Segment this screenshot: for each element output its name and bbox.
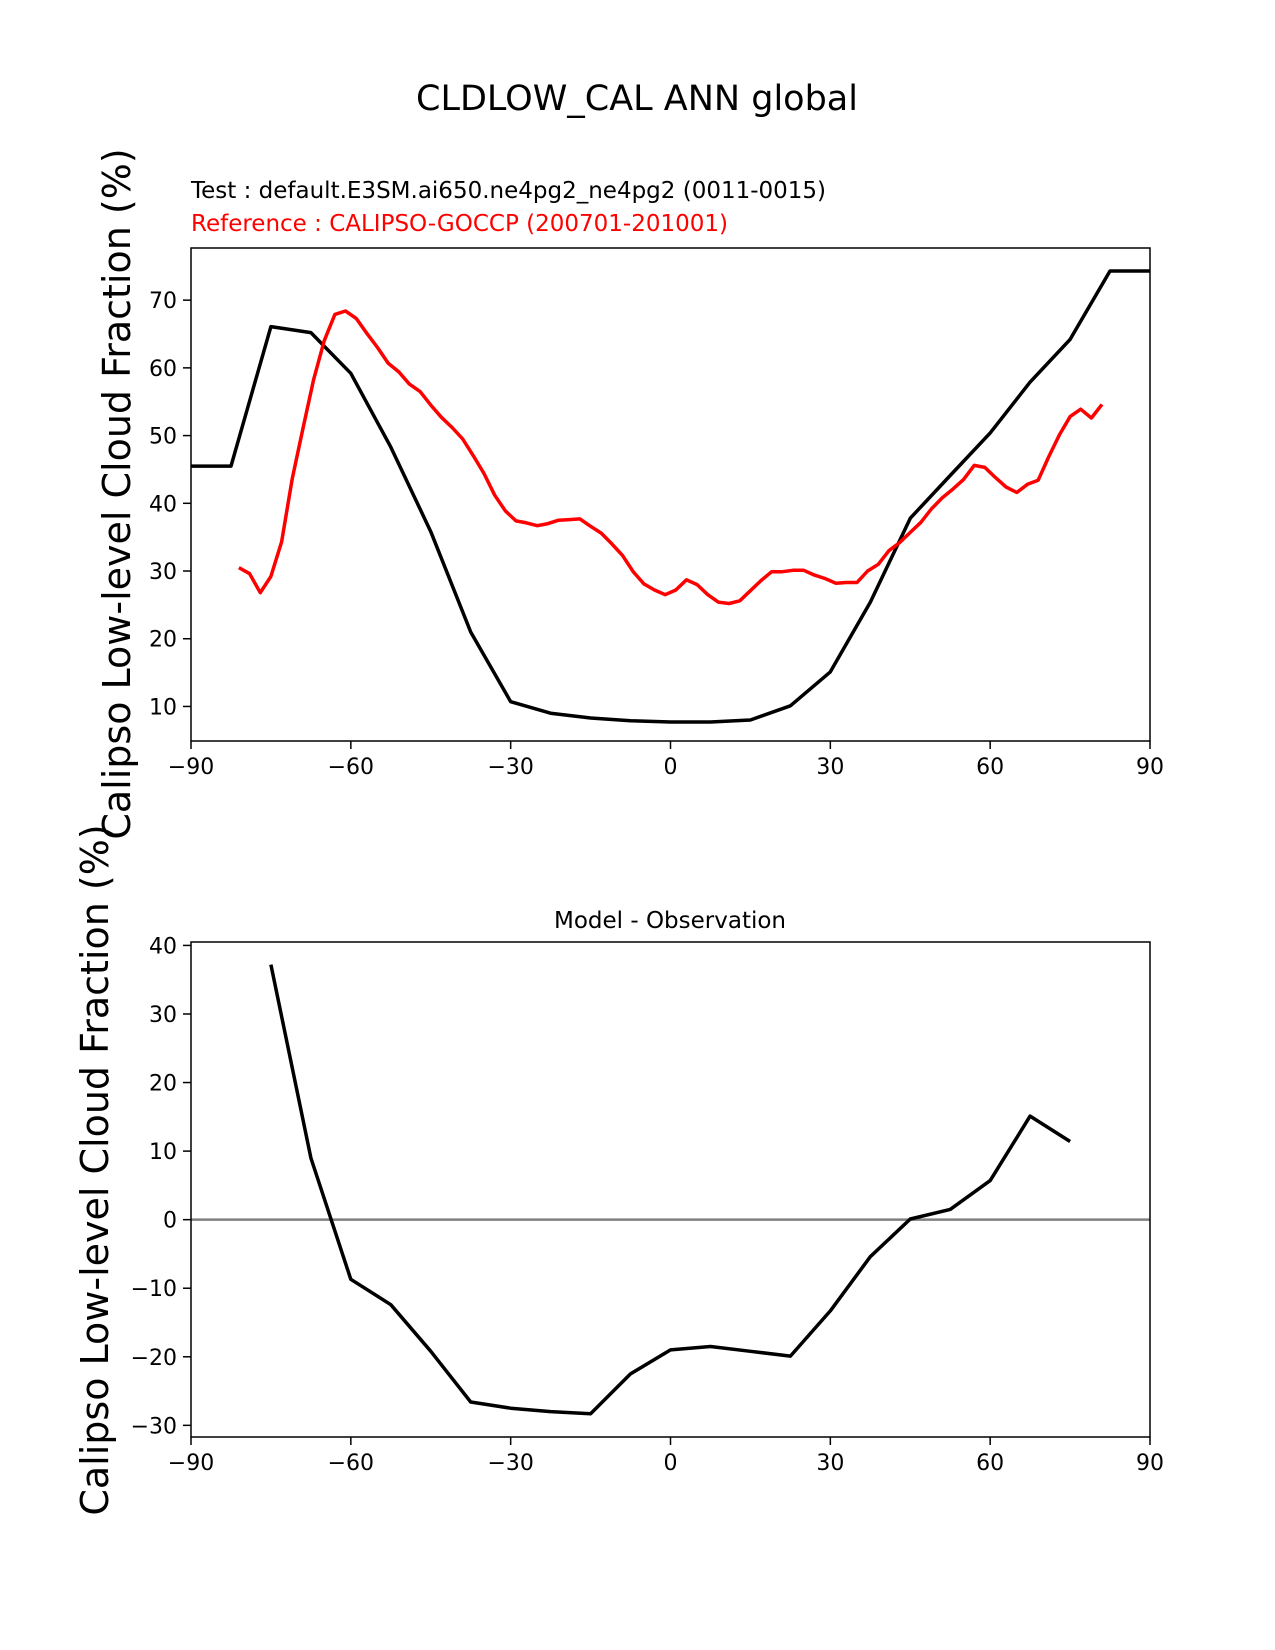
bottom-x-tick-label: −90 [168, 1451, 214, 1476]
top-panel-reference-label: Reference : CALIPSO-GOCCP (200701-201001… [191, 211, 728, 237]
bottom-panel-ylabel: Calipso Low-level Cloud Fraction (%) [73, 824, 117, 1515]
top-x-tick-label: 60 [976, 755, 1004, 780]
bottom-panel-frame [190, 941, 1151, 1438]
bottom-x-tick-label: 0 [664, 1451, 678, 1476]
top-x-tick-label: −90 [168, 755, 214, 780]
top-x-tick-label: −60 [328, 755, 374, 780]
top-y-tick-label: 60 [149, 357, 177, 382]
top-reference-series-line [238, 309, 1104, 606]
bottom-y-tick-label: 40 [149, 934, 177, 959]
top-test-series-line [191, 269, 1150, 724]
top-panel-lines [191, 269, 1150, 724]
top-panel-test-label: Test : default.E3SM.ai650.ne4pg2_ne4pg2 … [190, 178, 826, 204]
top-x-tick-label: 90 [1136, 755, 1164, 780]
bottom-x-tick-label: 60 [976, 1451, 1004, 1476]
top-panel-ylabel: Calipso Low-level Cloud Fraction (%) [95, 148, 139, 839]
top-x-tick-label: 30 [816, 755, 844, 780]
top-y-tick-label: 70 [149, 289, 177, 314]
bottom-y-tick-label: −10 [131, 1277, 177, 1302]
top-panel: Test : default.E3SM.ai650.ne4pg2_ne4pg2 … [95, 148, 1164, 839]
bottom-y-tick-label: 30 [149, 1003, 177, 1028]
bottom-panel-title: Model - Observation [554, 908, 786, 934]
bottom-x-tick-label: 30 [816, 1451, 844, 1476]
top-panel-ticks: −90 −60 −30 0 30 60 90 10 20 30 40 50 60 70 [149, 289, 1164, 780]
bottom-y-tick-label: −20 [131, 1346, 177, 1371]
top-panel-frame [190, 247, 1151, 742]
bottom-y-tick-label: 0 [163, 1209, 177, 1234]
top-y-tick-label: 20 [149, 628, 177, 653]
bottom-x-tick-label: −60 [328, 1451, 374, 1476]
bottom-y-tick-label: 10 [149, 1140, 177, 1165]
top-y-tick-label: 30 [149, 560, 177, 585]
bottom-panel: Model - Observation −90 −60 −30 0 30 60 90−30−… [73, 824, 1164, 1515]
top-y-tick-label: 10 [149, 695, 177, 720]
bottom-x-tick-label: −30 [487, 1451, 533, 1476]
bottom-x-tick-label: 90 [1136, 1451, 1164, 1476]
top-y-tick-label: 50 [149, 425, 177, 450]
top-y-tick-label: 40 [149, 492, 177, 517]
bottom-panel-lines [191, 964, 1150, 1416]
bottom-y-tick-label: 20 [149, 1072, 177, 1097]
bottom-y-tick-label: −30 [131, 1414, 177, 1439]
top-x-tick-label: 0 [664, 755, 678, 780]
bottom-difference-series-line [269, 964, 1072, 1416]
top-x-tick-label: −30 [487, 755, 533, 780]
bottom-panel-ticks: −90 −60 −30 0 30 60 90 −30 −20 −10 0 10 20 30 40 [131, 934, 1164, 1476]
figure-title: CLDLOW_CAL ANN global [416, 79, 858, 119]
